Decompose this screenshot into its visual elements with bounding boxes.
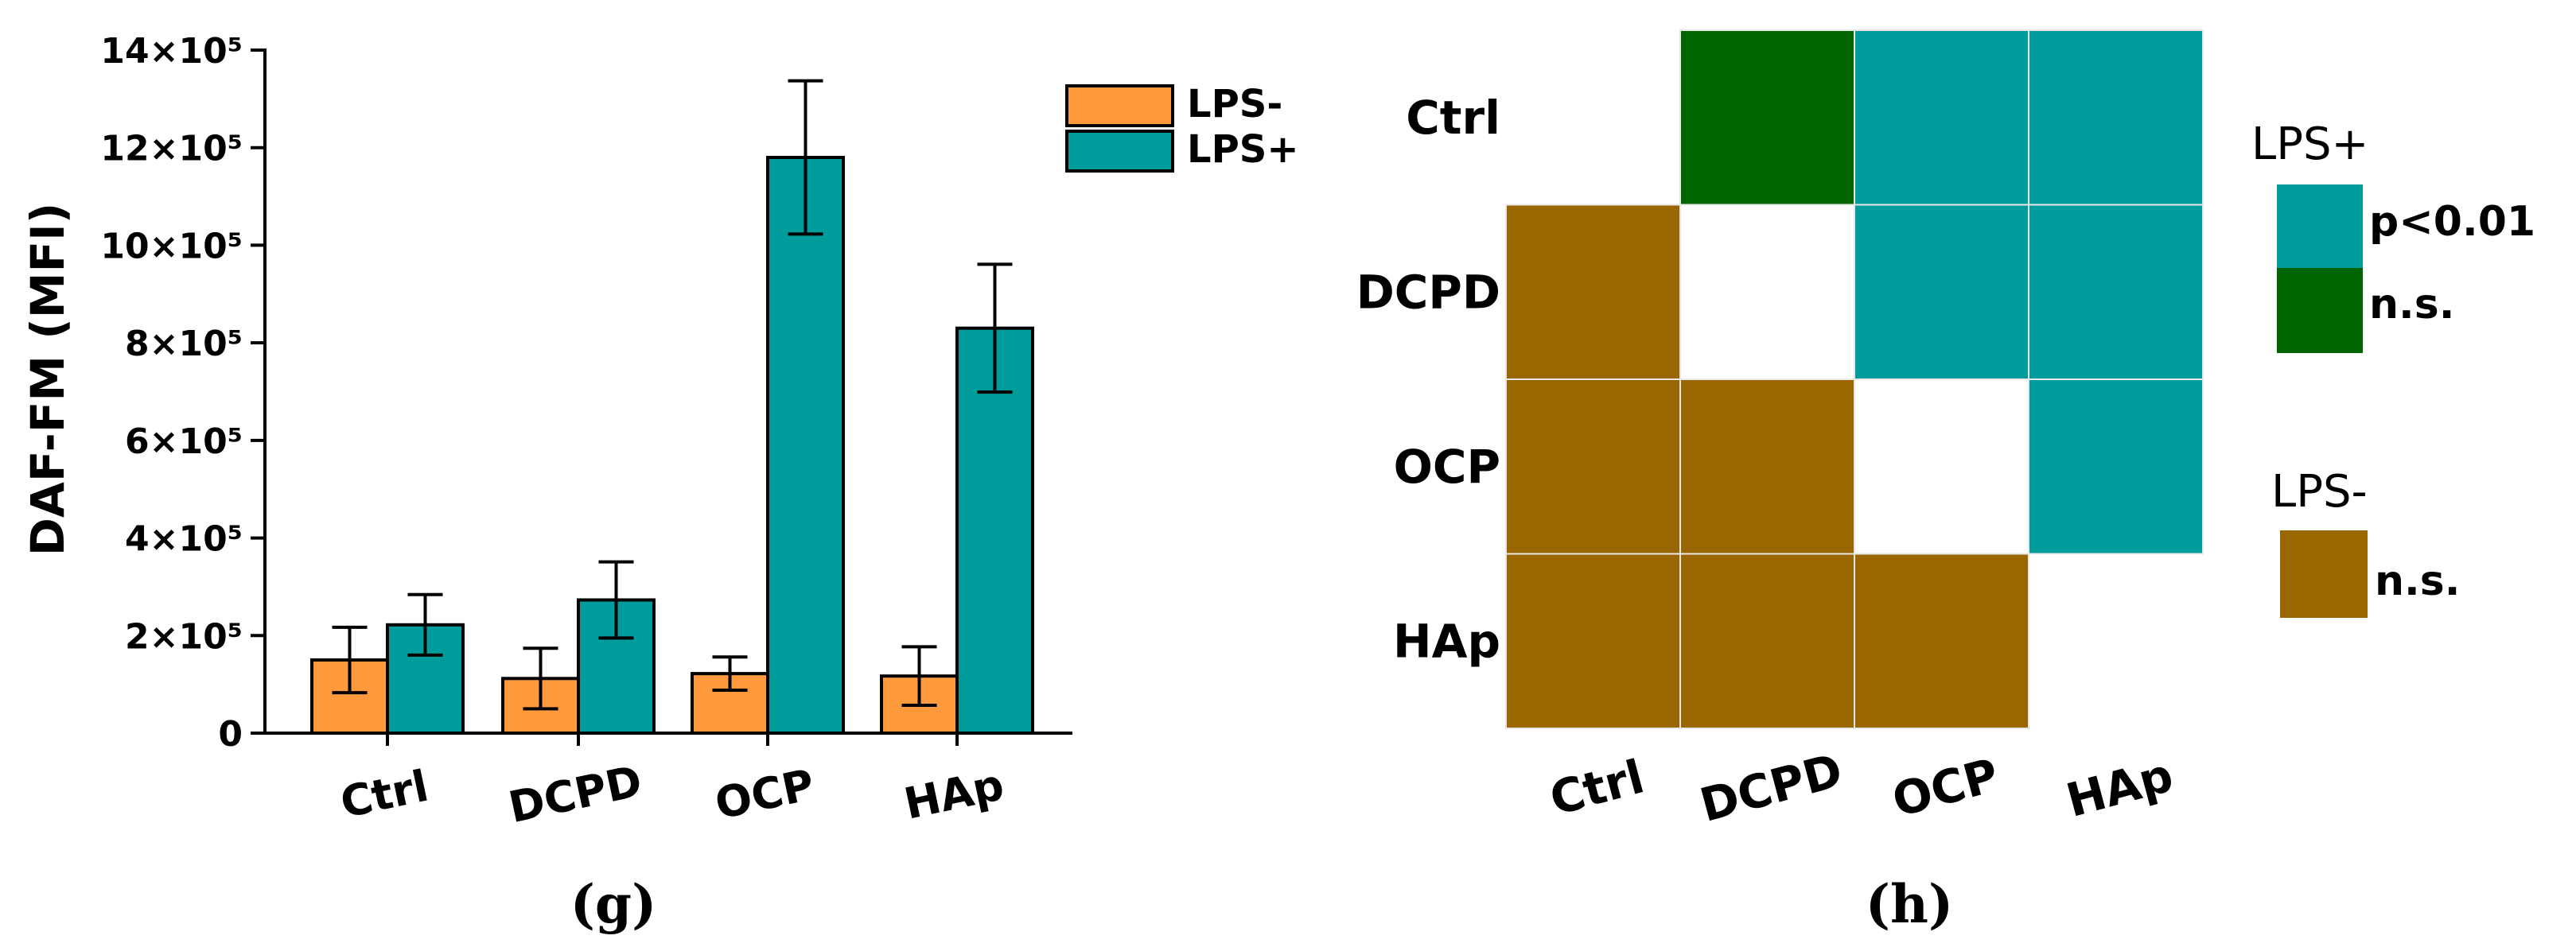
legend-swatch-ns-lps-plus xyxy=(2277,268,2363,353)
y-tick-label: 2×10⁵ xyxy=(125,616,243,657)
heatmap-cell-hap-ctrl xyxy=(1505,553,1681,729)
legend-swatch-p001 xyxy=(2277,184,2363,268)
row-label-dcpd: DCPD xyxy=(1356,265,1500,319)
x-tick-label-dcpd: DCPD xyxy=(504,756,646,833)
col-label-ocp: OCP xyxy=(1887,747,2004,827)
legend-label-ns-lps-minus: n.s. xyxy=(2375,557,2460,605)
legend-title-lps-minus: LPS- xyxy=(2271,466,2368,518)
heatmap-cell-ctrl-hap xyxy=(2028,29,2204,206)
bar-lps-ocp xyxy=(766,155,845,735)
bar-chart-error-bars xyxy=(332,79,1013,711)
row-label-ocp: OCP xyxy=(1394,440,1500,494)
panel-label-g: (g) xyxy=(570,873,657,935)
legend-label-ns-lps-plus: n.s. xyxy=(2369,281,2454,328)
legend-label-lps-plus: LPS+ xyxy=(1187,127,1299,172)
heatmap-cell-dcpd-ctrl xyxy=(1505,204,1681,380)
y-tick-label: 4×10⁵ xyxy=(125,519,243,560)
heatmap-cell-ocp-hap xyxy=(2028,378,2204,555)
bar-chart-x-axis: Ctrl DCPD OCP HAp xyxy=(265,732,1072,833)
legend-title-lps-plus: LPS+ xyxy=(2251,118,2368,170)
error-bar-lps-hap xyxy=(901,645,937,708)
error-bar-lps-ocp xyxy=(712,655,748,693)
bar-chart-panel: DAF-FM (MFI) 0 2×10⁵ 4×10⁵ 6×10⁵ 8×10⁵ 10×10⁵… xyxy=(21,31,1299,935)
panel-label-h: (h) xyxy=(1866,873,1953,935)
x-tick-label-ocp: OCP xyxy=(710,759,818,829)
heatmap-cell-dcpd-hap xyxy=(2028,204,2204,380)
legend-swatch-lps-plus xyxy=(1065,130,1174,173)
heatmap-cell-ctrl-ocp xyxy=(1854,29,2029,206)
y-tick-label: 8×10⁵ xyxy=(125,324,243,364)
col-label-ctrl: Ctrl xyxy=(1544,749,1649,825)
heatmap-panel: Ctrl DCPD OCP HAp Ctrl DCPD OCP HAp LPS+ p<0.0… xyxy=(1356,29,2535,935)
bar-chart-y-axis: 0 2×10⁵ 4×10⁵ 6×10⁵ 8×10⁵ 10×10⁵ 12×10⁵ 14×10⁵ xyxy=(100,31,267,755)
error-bar-lps-ctrl xyxy=(407,592,443,657)
col-label-hap: HAp xyxy=(2060,747,2178,828)
y-tick-label: 12×10⁵ xyxy=(100,129,243,169)
error-bar-lps-hap xyxy=(977,262,1013,394)
heatmap-column-labels: Ctrl DCPD OCP HAp xyxy=(1544,743,2178,833)
error-bar-lps-dcpd xyxy=(523,646,558,711)
error-bar-lps-ctrl xyxy=(332,625,368,695)
bar-chart-ylabel: DAF-FM (MFI) xyxy=(21,203,75,556)
heatmap-cell-ctrl-dcpd xyxy=(1679,29,1855,206)
col-label-dcpd: DCPD xyxy=(1695,743,1848,833)
heatmap-row-labels: Ctrl DCPD OCP HAp xyxy=(1356,91,1500,669)
legend-label-p001: p<0.01 xyxy=(2369,198,2535,246)
heatmap-cell-hap-dcpd xyxy=(1679,553,1855,729)
x-tick-label-hap: HAp xyxy=(900,759,1008,829)
bar-lps-hap xyxy=(955,326,1034,735)
row-label-hap: HAp xyxy=(1393,614,1500,668)
y-tick-label: 6×10⁵ xyxy=(125,421,243,462)
legend-label-lps-minus: LPS- xyxy=(1187,82,1282,126)
bar-chart-bars xyxy=(310,155,1034,736)
legend-swatch-lps-minus xyxy=(1065,84,1174,127)
heatmap-cell-hap-ocp xyxy=(1854,553,2029,729)
heatmap-cell-dcpd-ocp xyxy=(1854,204,2029,380)
row-label-ctrl: Ctrl xyxy=(1406,91,1500,145)
legend-swatch-ns-lps-minus xyxy=(2280,530,2368,618)
error-bar-lps-dcpd xyxy=(598,560,634,640)
error-bar-lps-ocp xyxy=(788,79,823,236)
heatmap-legend: LPS+ p<0.01 n.s. LPS- n.s. xyxy=(2251,118,2535,618)
x-tick-label-ctrl: Ctrl xyxy=(337,761,433,829)
y-tick-label: 0 xyxy=(218,714,243,755)
y-tick-label: 14×10⁵ xyxy=(100,31,243,72)
heatmap-cells xyxy=(1505,29,2204,729)
bar-chart-legend: LPS- LPS+ xyxy=(1065,82,1299,173)
heatmap-cell-ocp-ctrl xyxy=(1505,378,1681,555)
heatmap-cell-ocp-dcpd xyxy=(1679,378,1855,555)
y-tick-label: 10×10⁵ xyxy=(100,226,243,266)
